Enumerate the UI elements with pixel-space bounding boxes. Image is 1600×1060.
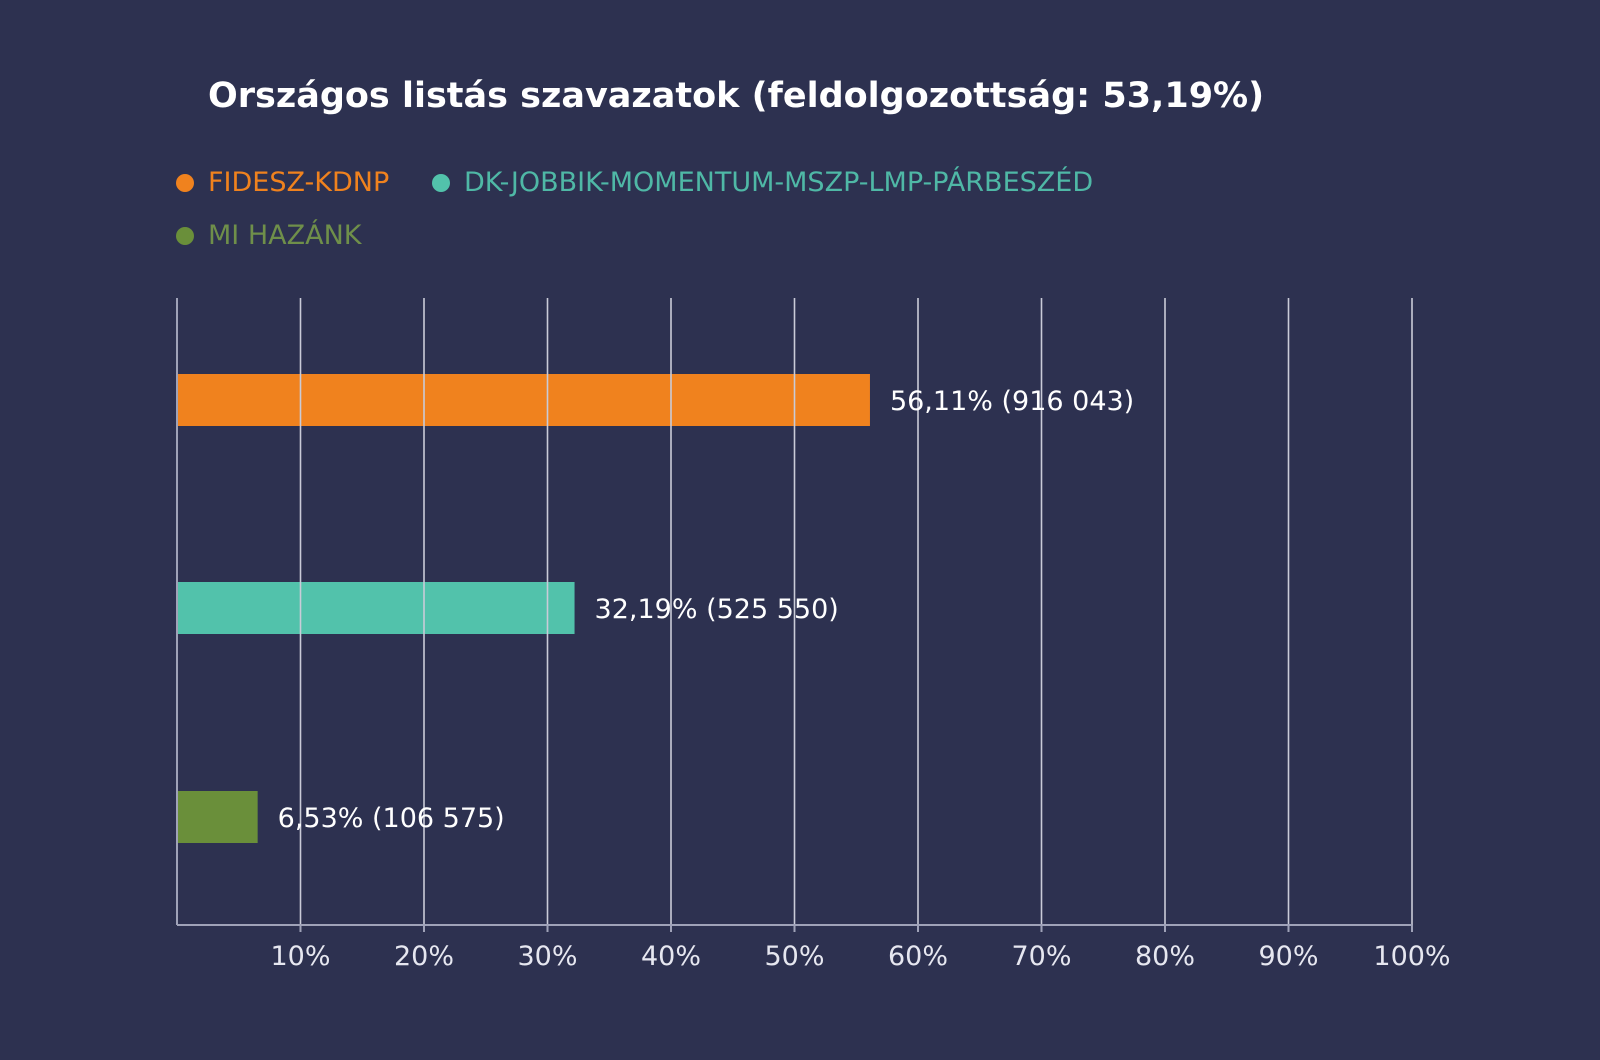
legend-item-mi-hazank[interactable]: MI HAZÁNK <box>176 220 361 251</box>
legend-label: MI HAZÁNK <box>208 220 362 251</box>
chart-title: Országos listás szavazatok (feldolgozott… <box>208 76 1265 116</box>
bar-value-label: 32,19% (525 550) <box>595 594 839 625</box>
x-tick-label: 80% <box>1135 941 1195 972</box>
x-tick-label: 70% <box>1011 941 1071 972</box>
x-tick-label: 40% <box>641 941 701 972</box>
x-tick-label: 90% <box>1258 941 1318 972</box>
x-tick-label: 100% <box>1373 941 1450 972</box>
bar-2[interactable] <box>177 791 258 843</box>
legend-swatch <box>432 173 450 192</box>
x-tick-label: 30% <box>517 941 577 972</box>
x-tick-label: 60% <box>888 941 948 972</box>
x-tick-label: 10% <box>270 941 330 972</box>
bar-1[interactable] <box>177 582 575 634</box>
legend-swatch <box>176 226 194 245</box>
x-tick-label: 20% <box>394 941 454 972</box>
legend-label: FIDESZ-KDNP <box>208 167 390 198</box>
legend-label: DK-JOBBIK-MOMENTUM-MSZP-LMP-PÁRBESZÉD <box>464 167 1094 198</box>
bar-value-label: 56,11% (916 043) <box>890 386 1134 417</box>
x-tick-label: 50% <box>764 941 824 972</box>
bar-value-label: 6,53% (106 575) <box>278 803 505 834</box>
legend-item-dk-jobbik[interactable]: DK-JOBBIK-MOMENTUM-MSZP-LMP-PÁRBESZÉD <box>432 167 1093 198</box>
legend-item-fidesz-kdnp[interactable]: FIDESZ-KDNP <box>176 167 389 198</box>
bar-0[interactable] <box>177 374 870 426</box>
legend-swatch <box>176 173 194 192</box>
